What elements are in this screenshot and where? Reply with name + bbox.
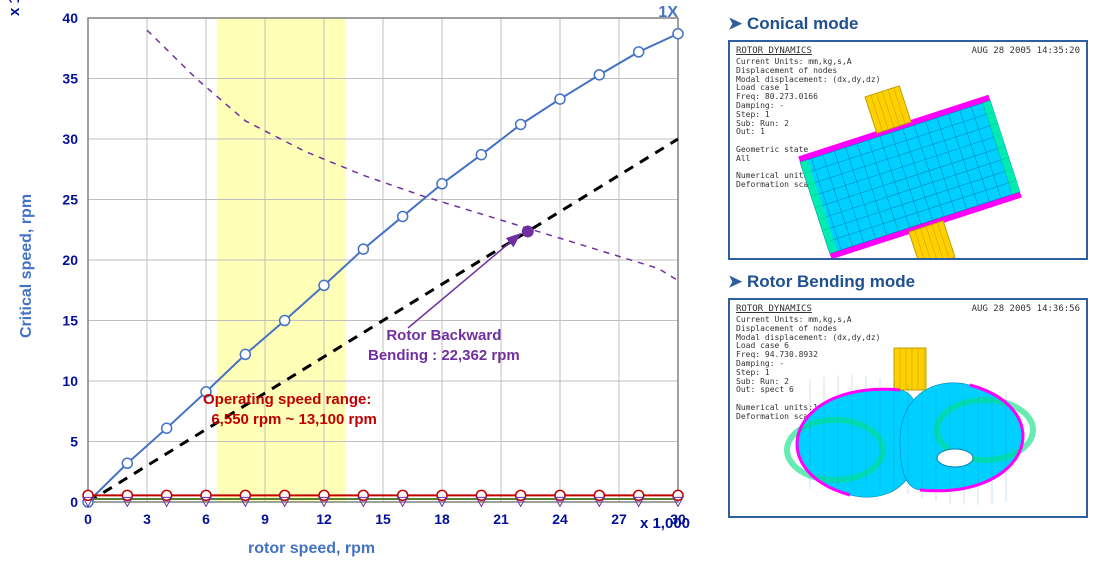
svg-text:15: 15 bbox=[375, 511, 391, 527]
svg-text:10: 10 bbox=[62, 373, 78, 389]
bullet-icon: ➤ bbox=[728, 272, 742, 291]
svg-text:30: 30 bbox=[670, 511, 686, 527]
svg-text:9: 9 bbox=[261, 511, 269, 527]
conical-mode-title: ➤ Conical mode bbox=[728, 14, 1108, 34]
svg-text:30: 30 bbox=[62, 131, 78, 147]
svg-text:3: 3 bbox=[143, 511, 151, 527]
svg-text:0: 0 bbox=[84, 511, 92, 527]
rotor-backward-annotation: Rotor Backward Bending : 22,362 rpm bbox=[368, 326, 520, 365]
bullet-icon: ➤ bbox=[728, 14, 742, 33]
bending-mode-title: ➤ Rotor Bending mode bbox=[728, 272, 1108, 292]
svg-text:25: 25 bbox=[62, 192, 78, 208]
campbell-chart: 1X x 1,000 Critical speed, rpm rotor spe… bbox=[8, 8, 708, 560]
svg-text:40: 40 bbox=[62, 10, 78, 26]
svg-text:6: 6 bbox=[202, 511, 210, 527]
svg-text:24: 24 bbox=[552, 511, 568, 527]
operating-speed-annotation: Operating speed range: 6,550 rpm ~ 13,10… bbox=[203, 390, 377, 429]
mode-shapes-panel: ➤ Conical mode ROTOR DYNAMICS AUG 28 200… bbox=[728, 8, 1108, 560]
svg-text:12: 12 bbox=[316, 511, 332, 527]
conical-mode-box: ROTOR DYNAMICS AUG 28 2005 14:35:20 Curr… bbox=[728, 40, 1088, 260]
svg-text:18: 18 bbox=[434, 511, 450, 527]
svg-text:15: 15 bbox=[62, 313, 78, 329]
bending-mode-box: ROTOR DYNAMICS AUG 28 2005 14:36:56 Curr… bbox=[728, 298, 1088, 518]
svg-text:35: 35 bbox=[62, 71, 78, 87]
svg-text:27: 27 bbox=[611, 511, 627, 527]
svg-text:5: 5 bbox=[70, 434, 78, 450]
svg-text:21: 21 bbox=[493, 511, 509, 527]
svg-text:20: 20 bbox=[62, 252, 78, 268]
svg-text:0: 0 bbox=[70, 494, 78, 510]
bending-mode-shape bbox=[730, 300, 1088, 518]
conical-mode-shape bbox=[730, 42, 1088, 260]
chart-svg: 0 3 6 9 12 15 18 21 24 27 30 0 5 10 15 20 25 30 35 40 bbox=[8, 8, 708, 560]
